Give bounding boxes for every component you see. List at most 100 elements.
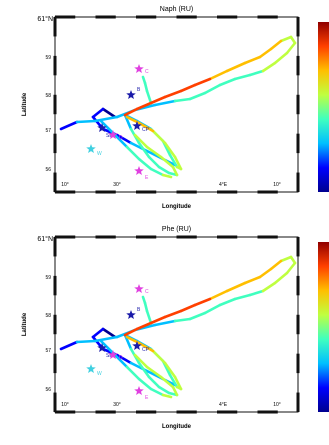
frame-tick — [53, 17, 57, 37]
star-icon — [126, 90, 136, 100]
track-segment — [59, 120, 79, 131]
track-segment — [75, 119, 97, 124]
frame-tick — [53, 353, 57, 374]
track-segment — [153, 99, 177, 107]
track-segment — [145, 89, 153, 105]
track-segment — [125, 365, 141, 381]
track-segment — [149, 315, 167, 325]
track-segment — [243, 275, 262, 285]
track-segment — [101, 327, 117, 339]
frame-tick — [176, 410, 197, 414]
track-segment — [188, 311, 207, 321]
track-segment — [193, 297, 212, 307]
track-segment — [188, 91, 207, 101]
track-segment — [151, 129, 167, 145]
station-label: SEn — [106, 353, 116, 359]
track-segment — [93, 335, 119, 343]
track-segment — [123, 327, 139, 337]
frame-tick — [95, 15, 116, 19]
frame-tick — [296, 275, 300, 296]
frame-tick — [136, 235, 157, 239]
track-segment — [101, 107, 117, 119]
lat-tick-label: 56 — [45, 167, 51, 173]
track-segment — [168, 373, 179, 389]
lat-tick-label: 59 — [45, 275, 51, 281]
frame-tick — [95, 235, 116, 239]
track-segment — [179, 83, 197, 93]
track-segment — [225, 61, 247, 73]
station-marker: E — [134, 386, 149, 401]
station-marker: SEn — [97, 123, 116, 139]
frame-tick — [53, 133, 57, 154]
star-icon — [134, 166, 144, 176]
station-label: B — [137, 87, 141, 93]
star-icon — [134, 284, 144, 294]
track-segment — [143, 81, 149, 93]
track-segment — [243, 55, 262, 65]
frame-tick — [55, 15, 76, 19]
frame-tick — [55, 410, 76, 414]
map-title: Phe (RU) — [162, 226, 191, 233]
track-segment — [145, 365, 163, 379]
track-segment — [258, 47, 273, 59]
frame-tick — [217, 235, 238, 239]
track-segment — [218, 77, 237, 87]
track-segment — [99, 339, 115, 355]
track-segment — [203, 303, 222, 315]
track-segment — [75, 339, 97, 344]
track-segment — [123, 107, 139, 117]
frame-tick — [296, 172, 300, 192]
lon-tick-label: 30° — [113, 182, 121, 188]
track-segment — [149, 167, 165, 177]
track-segment — [93, 115, 119, 123]
colorbar — [318, 242, 329, 412]
track-segment — [159, 155, 175, 169]
station-label: E — [145, 395, 149, 401]
track-segment — [161, 173, 173, 179]
frame-tick — [217, 410, 238, 414]
frame-tick — [296, 237, 300, 257]
frame-tick — [53, 392, 57, 412]
track-segment — [171, 165, 179, 177]
frame-tick — [53, 237, 57, 257]
track-segment — [193, 77, 212, 87]
track-segment — [269, 259, 283, 271]
map-title: Naph (RU) — [160, 6, 193, 13]
map-figure: Naph (RU) 61°N 59 58 57 56 10° 30° 4°E 10° C B SEn CP… — [22, 6, 329, 210]
station-marker: C — [134, 284, 149, 295]
frame-tick — [217, 15, 238, 19]
track-segment — [159, 375, 175, 389]
station-marker: D — [108, 350, 123, 361]
track-segment — [91, 107, 105, 119]
track-segment — [141, 295, 147, 305]
star-icon — [132, 341, 142, 351]
map-frame: 59 58 57 56 10° 30° 4°E 10° C B SEn CP D W E — [45, 235, 300, 414]
frame-tick — [176, 15, 197, 19]
frame-tick — [257, 235, 278, 239]
track-segment — [208, 289, 229, 301]
frame-tick — [257, 15, 278, 19]
track-segment — [135, 321, 153, 331]
colorbar — [318, 22, 329, 192]
lat-tick-label: 58 — [45, 313, 51, 319]
map-panel-phe: Phe (RU) 61°N 59 58 57 56 10° 30° 4°E 10° C B SEn CP D… — [0, 220, 329, 440]
frame-tick — [53, 94, 57, 115]
track-segment — [115, 353, 133, 365]
track-segment — [145, 145, 163, 159]
frame-tick — [55, 190, 76, 194]
lon-tick-label: 10° — [61, 402, 69, 408]
lat-tick-label: 59 — [45, 55, 51, 61]
map-panel-naph: Naph (RU) 61°N 59 58 57 56 10° 30° 4°E 10° C B SEn CP… — [0, 0, 329, 220]
track-segment — [137, 157, 153, 171]
track-segment — [149, 387, 165, 397]
x-axis-label: Longitude — [162, 424, 192, 430]
lat-top-label: 61°N — [37, 15, 53, 23]
track-segment — [273, 271, 289, 285]
frame-tick — [53, 275, 57, 296]
track-segment — [147, 375, 161, 389]
station-marker: CP — [132, 341, 150, 353]
track-segment — [133, 353, 149, 369]
track-segment — [145, 309, 153, 325]
track-segment — [137, 141, 151, 159]
track-segment — [147, 155, 161, 169]
